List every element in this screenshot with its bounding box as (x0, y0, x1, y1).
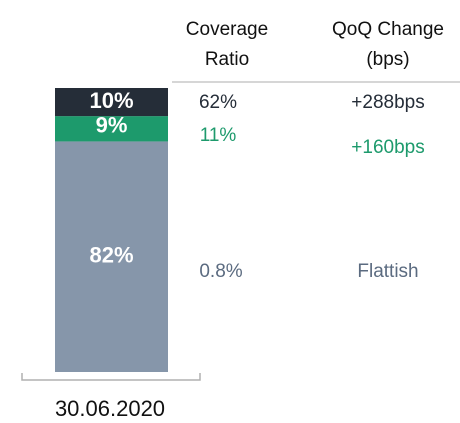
column-header: QoQ Change (332, 19, 444, 40)
bar-segment (55, 88, 168, 117)
column-header: Ratio (205, 49, 249, 70)
table-cell: 0.8% (199, 261, 242, 282)
segment-label: 9% (96, 113, 128, 138)
table-cell: Flattish (357, 261, 418, 282)
bar-segment (55, 141, 168, 372)
bar-segment (55, 116, 168, 142)
table-cell: +288bps (351, 92, 424, 113)
segment-label: 82% (89, 243, 133, 268)
column-header: (bps) (366, 49, 409, 70)
column-header: Coverage (186, 19, 268, 40)
segment-label: 10% (89, 88, 133, 113)
table-cell: 62% (199, 92, 237, 113)
table-cell: +160bps (351, 137, 424, 158)
axis-bracket (21, 373, 201, 381)
table-cell: 11% (200, 125, 237, 146)
x-tick-label: 30.06.2020 (55, 396, 165, 421)
